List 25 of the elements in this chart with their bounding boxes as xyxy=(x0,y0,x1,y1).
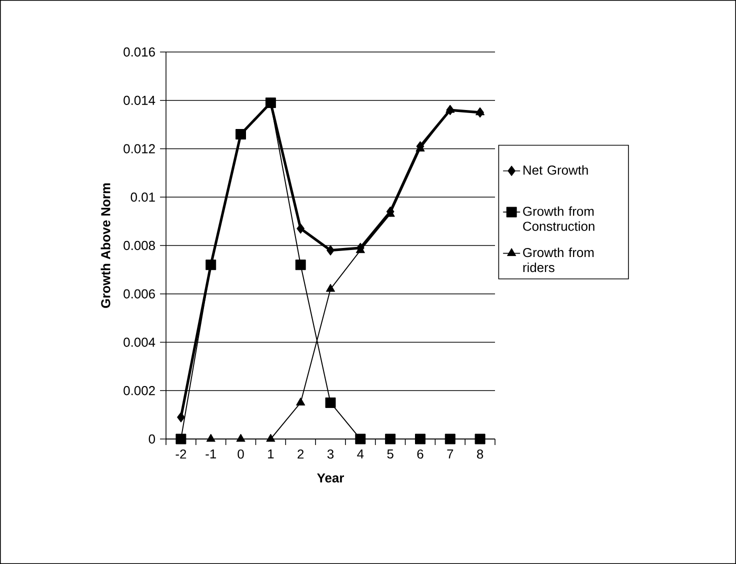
y-axis-title: Growth Above Norm xyxy=(100,183,110,308)
x-tick-label: 6 xyxy=(417,449,424,459)
y-tick-label: 0.002 xyxy=(124,386,155,396)
x-tick-label: -2 xyxy=(176,449,186,459)
y-tick-label: 0.01 xyxy=(130,192,155,202)
x-tick-label: 8 xyxy=(477,449,484,459)
x-tick-label: 2 xyxy=(298,449,304,459)
legend-label: Growth from riders xyxy=(523,248,594,272)
x-tick-label: 1 xyxy=(268,450,274,458)
x-tick-label: 4 xyxy=(357,450,364,458)
y-tick-label: 0.014 xyxy=(124,96,156,105)
legend-label: Growth from Construction xyxy=(523,206,594,231)
x-axis-title: Year xyxy=(317,473,344,483)
y-tick-label: 0.006 xyxy=(124,289,155,298)
x-tick-label: 0 xyxy=(238,449,244,459)
legend-label: Net Growth xyxy=(524,165,588,175)
y-tick-label: 0.008 xyxy=(124,240,155,250)
x-tick-label: -1 xyxy=(206,450,216,458)
y-tick-label: 0.016 xyxy=(124,47,155,57)
y-tick-label: 0.004 xyxy=(124,338,156,347)
x-tick-label: 5 xyxy=(387,450,394,459)
y-tick-label: 0 xyxy=(148,434,156,444)
x-tick-label: 3 xyxy=(327,449,334,459)
x-tick-label: 7 xyxy=(447,450,454,458)
y-tick-label: 0.012 xyxy=(124,144,155,154)
